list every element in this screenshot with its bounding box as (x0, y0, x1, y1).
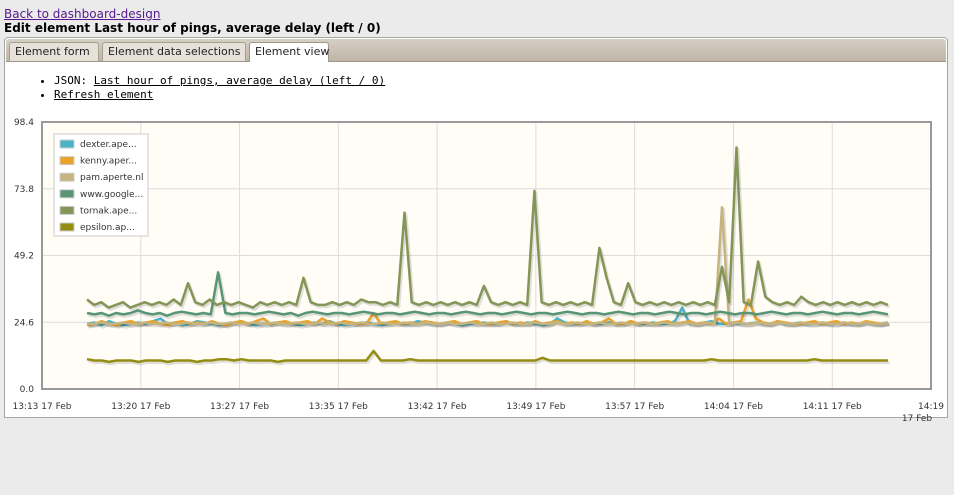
legend-label: dexter.ape... (80, 140, 137, 150)
series-shadow (88, 351, 890, 366)
y-tick-label: 49.2 (14, 252, 34, 262)
tab-element-form[interactable]: Element form (9, 42, 99, 61)
x-tick-label: 14:19 17 Feb (902, 402, 944, 424)
x-tick-label: 13:35 17 Feb (309, 402, 368, 412)
x-tick-label: 14:11 17 Feb (803, 402, 862, 412)
legend-label: epsilon.ap... (80, 223, 135, 233)
y-tick-label: 0.0 (20, 385, 35, 395)
plot-border (41, 121, 932, 390)
chart-legend: dexter.ape... kenny.aper... pam.aperte.nl w… (53, 133, 149, 237)
refresh-list-item: Refresh element (54, 88, 385, 102)
legend-box (53, 133, 149, 237)
back-to-dashboard-link[interactable]: Back to dashboard-design (4, 7, 161, 21)
tabs-header: Element form Element data selections Ele… (6, 39, 946, 62)
legend-swatch (59, 156, 75, 166)
json-prefix: JSON: (54, 74, 88, 87)
legend-swatch (59, 189, 75, 199)
series-line (86, 146, 889, 309)
element-links-list: JSON: Last hour of pings, average delay … (40, 74, 385, 102)
legend-swatch (59, 222, 75, 232)
legend-swatch (59, 205, 75, 215)
x-tick-label: 13:20 17 Feb (111, 402, 170, 412)
legend-swatch (59, 172, 75, 182)
y-tick-label: 98.4 (14, 118, 34, 128)
tab-element-data-selections[interactable]: Element data selections (102, 42, 246, 61)
refresh-element-link[interactable]: Refresh element (54, 88, 154, 101)
x-tick-label: 13:27 17 Feb (210, 402, 269, 412)
legend-label: www.google... (80, 190, 143, 200)
line-chart: 98.4 73.8 49.2 24.6 0.0 13:13 17 Feb 13:20 17… (12, 118, 944, 424)
y-tick-label: 24.6 (14, 318, 34, 328)
series-line (86, 271, 889, 317)
x-tick-label: 13:57 17 Feb (605, 402, 664, 412)
legend-label: tornak.ape... (80, 206, 137, 216)
series-line (87, 205, 889, 326)
y-axis-ticks: 98.4 73.8 49.2 24.6 0.0 (14, 118, 34, 395)
x-axis-ticks: 13:13 17 Feb 13:20 17 Feb 13:27 17 Feb 13:3… (12, 402, 944, 424)
chart-series (86, 146, 891, 366)
series-shadow (88, 308, 890, 329)
series-line (86, 349, 888, 364)
y-tick-label: 73.8 (14, 185, 34, 195)
series-shadow (88, 207, 890, 328)
legend-swatch (59, 139, 75, 149)
x-tick-label: 13:49 17 Feb (506, 402, 565, 412)
page-title: Edit element Last hour of pings, average… (4, 21, 381, 35)
json-link[interactable]: Last hour of pings, average delay (left … (93, 74, 386, 87)
x-tick-label: 13:42 17 Feb (408, 402, 467, 412)
x-tick-label: 14:04 17 Feb (704, 402, 763, 412)
x-tick-label: 13:13 17 Feb (12, 402, 71, 412)
legend-label: kenny.aper... (80, 157, 137, 167)
tab-element-view[interactable]: Element view (249, 42, 329, 62)
json-list-item: JSON: Last hour of pings, average delay … (54, 74, 385, 88)
legend-label: pam.aperte.nl (80, 173, 143, 183)
